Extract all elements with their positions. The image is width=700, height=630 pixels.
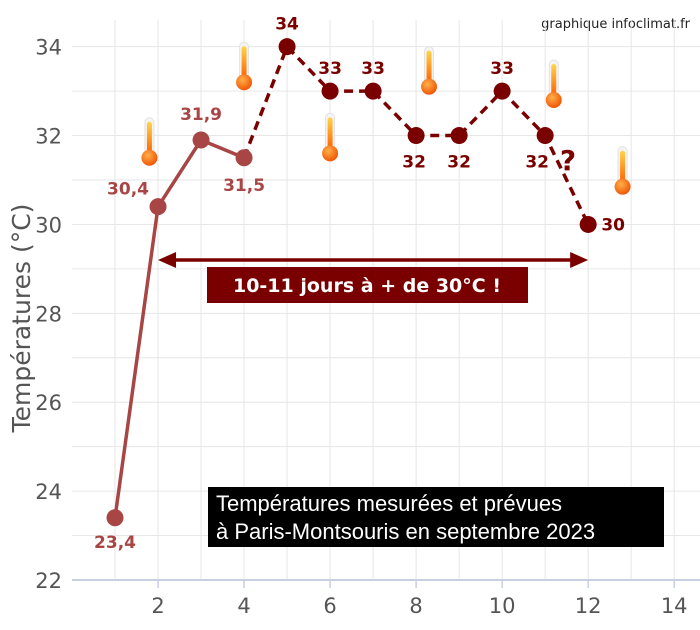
x-tick-labels: 2 4 6 8 10 12 14 [151, 594, 687, 618]
data-label: 31,9 [180, 105, 222, 125]
data-label: 32 [525, 153, 549, 173]
x-tick-label: 2 [151, 594, 164, 618]
thermometer-bulb [322, 145, 339, 162]
forecast-point [493, 82, 511, 100]
x-tick-label: 10 [489, 594, 516, 618]
thermometer-icon [141, 117, 158, 166]
y-tick-label: 24 [35, 480, 62, 504]
thermometer-icon [322, 112, 339, 162]
forecast-point [321, 82, 339, 100]
thermometer-fill [620, 150, 626, 185]
y-tick-label: 22 [35, 569, 62, 593]
info-box-line1: Températures mesurées et prévues [216, 491, 562, 516]
measured-point [192, 131, 210, 149]
thermometer-fill [327, 117, 333, 152]
y-tick-label: 26 [35, 391, 62, 415]
thermometer-icon [614, 146, 631, 195]
x-tick-label: 14 [661, 594, 688, 618]
banner-background [207, 267, 528, 303]
y-tick-label: 30 [35, 213, 62, 237]
y-axis-label: Températures (°C) [7, 204, 36, 434]
data-label: 34 [275, 15, 299, 35]
data-label: 23,4 [94, 533, 136, 553]
measured-point [149, 198, 167, 216]
thermometer-bulb [614, 178, 631, 195]
data-label: 32 [402, 153, 426, 173]
data-labels: 23,4 30,4 31,9 31,5 34 33 33 32 32 33 32 30 [94, 15, 625, 553]
banner: 10-11 jours à + de 30°C ! [207, 267, 528, 303]
data-label: 32 [447, 153, 471, 173]
thermometer-fill [551, 64, 557, 98]
forecast-point [579, 215, 597, 233]
measured-line [113, 138, 245, 519]
arrow-head-left [158, 252, 177, 268]
thermometer-icon [236, 41, 253, 91]
x-tick-label: 4 [237, 594, 250, 618]
measured-point [235, 149, 253, 167]
info-box-background [208, 487, 664, 547]
data-label: 33 [490, 59, 514, 79]
thermometer-icons [141, 41, 631, 195]
data-label: 33 [318, 59, 342, 79]
thermometer-bulb [236, 74, 253, 91]
data-label: 30,4 [107, 180, 149, 200]
info-box-line2: à Paris-Montsouris en septembre 2023 [216, 519, 595, 544]
forecast-point [536, 127, 554, 145]
x-tick-label: 6 [323, 594, 336, 618]
data-label: 31,5 [223, 176, 265, 196]
chart-credit: graphique infoclimat.fr [541, 17, 690, 32]
y-tick-label: 32 [35, 125, 62, 149]
axes [72, 579, 700, 588]
y-tick-label: 28 [35, 302, 62, 326]
series-group [106, 38, 597, 527]
thermometer-fill [146, 121, 152, 156]
arrow-head-right [570, 252, 589, 268]
y-tick-label: 34 [35, 36, 62, 60]
forecast-point [407, 127, 425, 145]
data-label: 30 [601, 215, 625, 235]
forecast-point [364, 82, 382, 100]
banner-text: 10-11 jours à + de 30°C ! [233, 275, 501, 297]
data-label: 33 [361, 59, 385, 79]
forecast-point [450, 127, 468, 145]
y-tick-labels: 22 24 26 28 30 32 34 [35, 36, 62, 593]
measured-point [106, 509, 124, 527]
thermometer-icon [545, 59, 562, 108]
x-tick-label: 8 [409, 594, 422, 618]
thermometer-fill [426, 50, 432, 85]
thermometer-bulb [421, 78, 438, 95]
thermometer-bulb [545, 92, 562, 108]
thermometer-icon [421, 46, 438, 95]
days-span-arrow [158, 252, 589, 268]
question-mark: ? [560, 144, 576, 177]
forecast-point [278, 38, 296, 56]
info-box: Températures mesurées et prévues à Paris… [208, 487, 664, 547]
x-tick-label: 12 [575, 594, 602, 618]
thermometer-bulb [141, 149, 158, 166]
thermometer-fill [241, 46, 247, 81]
